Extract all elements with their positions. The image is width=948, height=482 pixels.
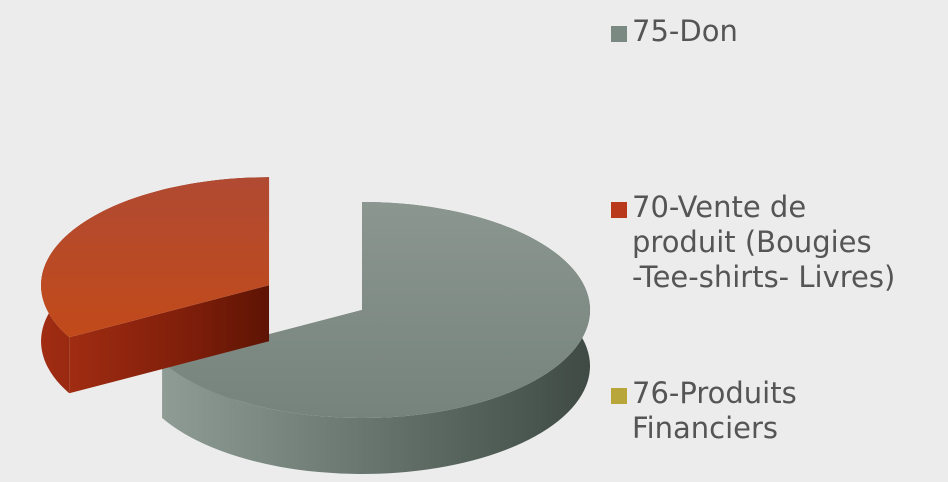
slice-don-top xyxy=(162,202,590,419)
legend-label: 70-Vente de produit (Bougies -Tee-shirts… xyxy=(632,190,896,294)
legend-item: 75-Don xyxy=(611,14,738,49)
legend-label: 75-Don xyxy=(632,14,738,48)
legend-label: 76-Produits Financiers xyxy=(632,376,797,445)
slice-vente-produit-top xyxy=(41,177,270,338)
legend-swatch xyxy=(611,26,627,42)
legend-item: 70-Vente de produit (Bougies -Tee-shirts… xyxy=(611,190,895,295)
chart-legend: 75-Don 70-Vente de produit (Bougies -Tee-… xyxy=(611,0,948,482)
legend-swatch xyxy=(611,202,627,218)
slice-vente-produit xyxy=(41,177,270,394)
legend-item: 76-Produits Financiers xyxy=(611,376,797,446)
slice-vente-produit-wall-start xyxy=(69,285,270,394)
legend-swatch xyxy=(611,388,627,404)
slice-don xyxy=(162,202,590,474)
